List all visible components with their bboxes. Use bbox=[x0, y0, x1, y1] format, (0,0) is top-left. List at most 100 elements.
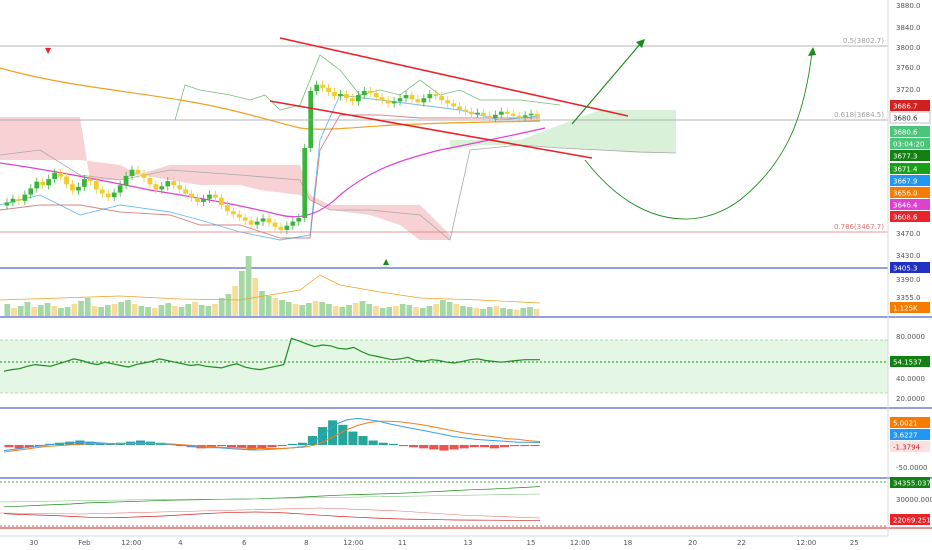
volume-pane[interactable] bbox=[4, 256, 540, 316]
trendline-upper[interactable] bbox=[279, 37, 629, 117]
volume-bar bbox=[131, 304, 138, 316]
ichimoku-span-line bbox=[0, 144, 677, 241]
rsi-tag-bg bbox=[890, 356, 930, 367]
macd-histogram-bar bbox=[398, 445, 409, 447]
price-tag: 3686.7 bbox=[890, 100, 930, 111]
macd-axis-tick: -50.0000 bbox=[896, 464, 927, 472]
price-tag: 3656.0 bbox=[890, 187, 930, 198]
macd-histogram-bar bbox=[489, 445, 500, 449]
trendline-lower[interactable] bbox=[269, 100, 593, 159]
fib-label-0.618: 0.618(3684.5) bbox=[834, 111, 884, 119]
candle-body bbox=[409, 95, 415, 100]
volume-bar bbox=[24, 302, 31, 316]
volume-bar bbox=[507, 309, 513, 316]
candle-body bbox=[415, 99, 421, 103]
candle-body bbox=[272, 222, 278, 227]
osc-axis-tick: 30000.0000 bbox=[896, 496, 932, 504]
price-axis[interactable]: 3880.0 3840.0 3800.0 3760.0 3720.0 3470.… bbox=[887, 0, 932, 536]
macd-tag-text: 5.0021 bbox=[893, 420, 918, 428]
candle-body bbox=[76, 186, 81, 191]
volume-bar bbox=[212, 304, 218, 316]
macd-histogram-bar bbox=[449, 445, 459, 450]
macd-histogram-bar bbox=[388, 443, 398, 445]
candle-body bbox=[153, 184, 159, 190]
volume-axis-tick: 3390.0 bbox=[896, 276, 921, 284]
volume-bar bbox=[486, 307, 493, 316]
volume-bar bbox=[165, 303, 171, 316]
projection-arrow-curve[interactable] bbox=[584, 47, 816, 220]
price-tag: 3677.3 bbox=[890, 150, 930, 161]
osc-line-red bbox=[3, 511, 540, 521]
price-tag: 3680.6 bbox=[890, 126, 930, 137]
volume-bar bbox=[138, 306, 145, 316]
candle-body bbox=[230, 211, 236, 215]
time-axis-label: 12:00 bbox=[796, 539, 816, 547]
candle-body bbox=[219, 197, 224, 205]
volume-bar bbox=[433, 304, 439, 316]
time-axis-label: 20 bbox=[688, 539, 697, 547]
volume-bar bbox=[111, 304, 118, 316]
price-tag-text: 3656.0 bbox=[893, 190, 918, 198]
volume-bar bbox=[178, 307, 185, 316]
volume-oscillator-pane[interactable] bbox=[0, 481, 888, 527]
candle-body bbox=[16, 198, 22, 201]
macd-pane[interactable] bbox=[3, 417, 541, 453]
macd-histogram-bar bbox=[4, 445, 14, 448]
time-axis[interactable]: 30 Feb 12:00 4 6 8 12:00 11 13 15 12:00 18 20 22 12:00… bbox=[0, 535, 888, 547]
price-tag-text: 3667.9 bbox=[893, 178, 918, 186]
candle-body bbox=[58, 172, 63, 177]
price-tag-text: 3680.6 bbox=[893, 115, 918, 123]
candle-body bbox=[475, 112, 480, 115]
price-axis-tick: 3880.0 bbox=[896, 2, 921, 10]
volume-bar bbox=[386, 307, 393, 316]
candle-body bbox=[159, 186, 165, 190]
candle-body bbox=[52, 172, 57, 180]
candle-body bbox=[332, 91, 337, 97]
macd-histogram-bar bbox=[318, 427, 328, 445]
volume-bar bbox=[252, 278, 259, 316]
volume-bar bbox=[265, 296, 272, 316]
price-tag: 3608.6 bbox=[890, 211, 930, 222]
candle-body bbox=[492, 114, 498, 118]
volume-bar bbox=[520, 308, 527, 316]
candle-body bbox=[260, 218, 266, 222]
time-axis-label: 4 bbox=[178, 539, 183, 547]
candle-body bbox=[70, 184, 75, 191]
price-pane[interactable]: 0.5(3802.7) 0.618(3684.5) 0.786(3467.7) … bbox=[0, 37, 888, 269]
volume-bar bbox=[185, 304, 192, 316]
volume-bar bbox=[279, 300, 285, 316]
volume-bar bbox=[205, 306, 212, 316]
candle-body bbox=[451, 103, 457, 107]
price-tags: 3686.7 3680.6 3680.6 03:04:20 3677.3 3671.4 36… bbox=[889, 100, 932, 525]
volume-bar bbox=[473, 308, 480, 316]
candle-body bbox=[34, 181, 40, 189]
macd-tag-text: -1.3794 bbox=[893, 444, 921, 452]
volume-bar bbox=[259, 291, 265, 316]
candle-body bbox=[367, 90, 373, 94]
volume-bar bbox=[31, 307, 37, 316]
candle-body bbox=[421, 98, 427, 103]
volume-bar bbox=[419, 308, 426, 316]
volume-tag: 1.125K bbox=[890, 302, 930, 313]
volume-bar bbox=[460, 306, 466, 316]
volume-bar bbox=[17, 306, 24, 316]
macd-histogram-bar bbox=[267, 445, 277, 448]
candle-body bbox=[534, 113, 540, 117]
price-tag-bg bbox=[890, 199, 930, 210]
time-axis-label: Feb bbox=[78, 539, 91, 547]
projection-arrow-up[interactable] bbox=[571, 39, 645, 125]
candle-body bbox=[469, 111, 474, 115]
macd-histogram-bar bbox=[257, 445, 267, 449]
volume-bar bbox=[292, 304, 299, 316]
rsi-pane[interactable] bbox=[0, 337, 888, 394]
volume-bar bbox=[533, 309, 540, 316]
price-axis-tick: 3720.0 bbox=[896, 86, 921, 94]
volume-bar bbox=[513, 310, 520, 316]
candle-body bbox=[403, 95, 409, 99]
price-tag-bg bbox=[890, 100, 930, 111]
candle-body bbox=[99, 189, 105, 194]
price-tag: 3667.9 bbox=[890, 175, 930, 186]
volume-bar bbox=[346, 305, 352, 316]
price-tag-bg bbox=[890, 187, 930, 198]
